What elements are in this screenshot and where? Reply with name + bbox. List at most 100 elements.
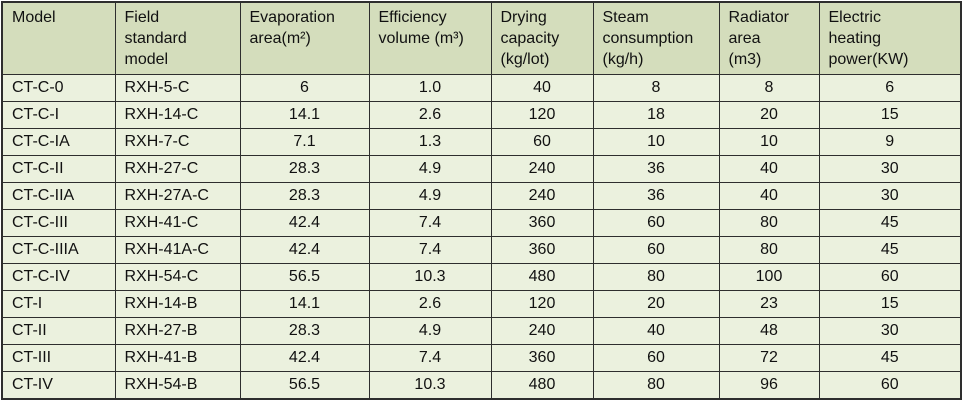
table-row: CT-IV RXH-54-B 56.5 10.3 480 80 96 60 xyxy=(1,371,962,399)
column-header: Radiator area (m3) xyxy=(718,1,820,75)
table-cell: 56.5 xyxy=(239,263,370,291)
table-header: Model Field standard model Evaporation are… xyxy=(1,1,962,75)
table-row: CT-II RXH-27-B 28.3 4.9 240 40 48 30 xyxy=(1,317,962,345)
table-cell: 60 xyxy=(490,128,594,156)
table-cell: 45 xyxy=(818,236,962,264)
table-cell: 15 xyxy=(818,290,962,318)
table-cell: CT-C-III xyxy=(1,209,116,237)
table-cell: 360 xyxy=(490,344,594,372)
table-row: CT-C-II RXH-27-C 28.3 4.9 240 36 40 30 xyxy=(1,155,962,183)
table-cell: CT-C-IA xyxy=(1,128,116,156)
table-cell: 4.9 xyxy=(368,155,492,183)
table-cell: RXH-27A-C xyxy=(114,182,241,210)
table-row: CT-C-III RXH-41-C 42.4 7.4 360 60 80 45 xyxy=(1,209,962,237)
table-cell: 2.6 xyxy=(368,101,492,129)
table-cell: RXH-54-C xyxy=(114,263,241,291)
table-cell: 45 xyxy=(818,344,962,372)
column-header: Electric heating power(KW) xyxy=(818,1,962,75)
table-cell: 10 xyxy=(592,128,720,156)
table-cell: CT-C-I xyxy=(1,101,116,129)
table-cell: 28.3 xyxy=(239,182,370,210)
table-cell: CT-I xyxy=(1,290,116,318)
column-header: Steam consumption (kg/h) xyxy=(592,1,720,75)
table-cell: RXH-14-B xyxy=(114,290,241,318)
table-cell: 36 xyxy=(592,155,720,183)
table-cell: CT-C-IV xyxy=(1,263,116,291)
column-header: Evaporation area(m²) xyxy=(239,1,370,75)
column-header: Efficiency volume (m³) xyxy=(368,1,492,75)
table-cell: 480 xyxy=(490,371,594,399)
table-cell: 96 xyxy=(718,371,820,399)
table-cell: 240 xyxy=(490,317,594,345)
column-header: Drying capacity (kg/lot) xyxy=(490,1,594,75)
table-cell: 60 xyxy=(818,371,962,399)
table-row: CT-C-IA RXH-7-C 7.1 1.3 60 10 10 9 xyxy=(1,128,962,156)
column-header: Model xyxy=(1,1,116,75)
table-cell: 7.4 xyxy=(368,209,492,237)
table-cell: 2.6 xyxy=(368,290,492,318)
table-cell: 4.9 xyxy=(368,317,492,345)
table-cell: 40 xyxy=(592,317,720,345)
table-cell: CT-C-II xyxy=(1,155,116,183)
table-cell: RXH-41-C xyxy=(114,209,241,237)
table-cell: 15 xyxy=(818,101,962,129)
table-cell: 36 xyxy=(592,182,720,210)
table-body: CT-C-0 RXH-5-C 6 1.0 40 8 8 6 CT-C-I RXH-14-C 14.1… xyxy=(1,74,962,399)
table-cell: 42.4 xyxy=(239,209,370,237)
table-cell: RXH-27-C xyxy=(114,155,241,183)
table-cell: 20 xyxy=(718,101,820,129)
table-row: CT-C-IIIA RXH-41A-C 42.4 7.4 360 60 80 45 xyxy=(1,236,962,264)
table-cell: 14.1 xyxy=(239,101,370,129)
table-cell: 10.3 xyxy=(368,371,492,399)
table-row: CT-III RXH-41-B 42.4 7.4 360 60 72 45 xyxy=(1,344,962,372)
table-cell: CT-C-IIIA xyxy=(1,236,116,264)
table-cell: 80 xyxy=(718,236,820,264)
table-cell: 40 xyxy=(718,155,820,183)
table-row: CT-C-IV RXH-54-C 56.5 10.3 480 80 100 60 xyxy=(1,263,962,291)
table-cell: RXH-7-C xyxy=(114,128,241,156)
table-cell: 8 xyxy=(718,74,820,102)
table-cell: CT-C-IIA xyxy=(1,182,116,210)
table-row: CT-C-0 RXH-5-C 6 1.0 40 8 8 6 xyxy=(1,74,962,102)
table-cell: 7.1 xyxy=(239,128,370,156)
table-cell: RXH-27-B xyxy=(114,317,241,345)
table-cell: 9 xyxy=(818,128,962,156)
table-cell: 60 xyxy=(592,209,720,237)
table-cell: 1.0 xyxy=(368,74,492,102)
table-cell: RXH-41A-C xyxy=(114,236,241,264)
table-cell: 360 xyxy=(490,236,594,264)
table-cell: CT-IV xyxy=(1,371,116,399)
table-cell: 30 xyxy=(818,155,962,183)
table-cell: 1.3 xyxy=(368,128,492,156)
table-cell: 10.3 xyxy=(368,263,492,291)
table-cell: 14.1 xyxy=(239,290,370,318)
table-cell: CT-II xyxy=(1,317,116,345)
table-cell: 28.3 xyxy=(239,155,370,183)
table-cell: 240 xyxy=(490,182,594,210)
table-cell: CT-III xyxy=(1,344,116,372)
table-cell: 100 xyxy=(718,263,820,291)
table-cell: 30 xyxy=(818,317,962,345)
table-cell: 40 xyxy=(718,182,820,210)
table-cell: 80 xyxy=(592,371,720,399)
table-cell: 4.9 xyxy=(368,182,492,210)
table-cell: CT-C-0 xyxy=(1,74,116,102)
table-cell: RXH-54-B xyxy=(114,371,241,399)
table-cell: 8 xyxy=(592,74,720,102)
table-cell: 120 xyxy=(490,101,594,129)
table-cell: 480 xyxy=(490,263,594,291)
table-cell: 42.4 xyxy=(239,236,370,264)
table-cell: 60 xyxy=(592,344,720,372)
spec-table: Model Field standard model Evaporation are… xyxy=(1,1,962,400)
table-cell: 72 xyxy=(718,344,820,372)
header-row: Model Field standard model Evaporation are… xyxy=(1,1,962,75)
table-cell: 240 xyxy=(490,155,594,183)
table-row: CT-C-I RXH-14-C 14.1 2.6 120 18 20 15 xyxy=(1,101,962,129)
table-cell: 7.4 xyxy=(368,236,492,264)
table-cell: 360 xyxy=(490,209,594,237)
table-cell: 56.5 xyxy=(239,371,370,399)
table-cell: 80 xyxy=(592,263,720,291)
table-cell: 6 xyxy=(818,74,962,102)
table-cell: 45 xyxy=(818,209,962,237)
